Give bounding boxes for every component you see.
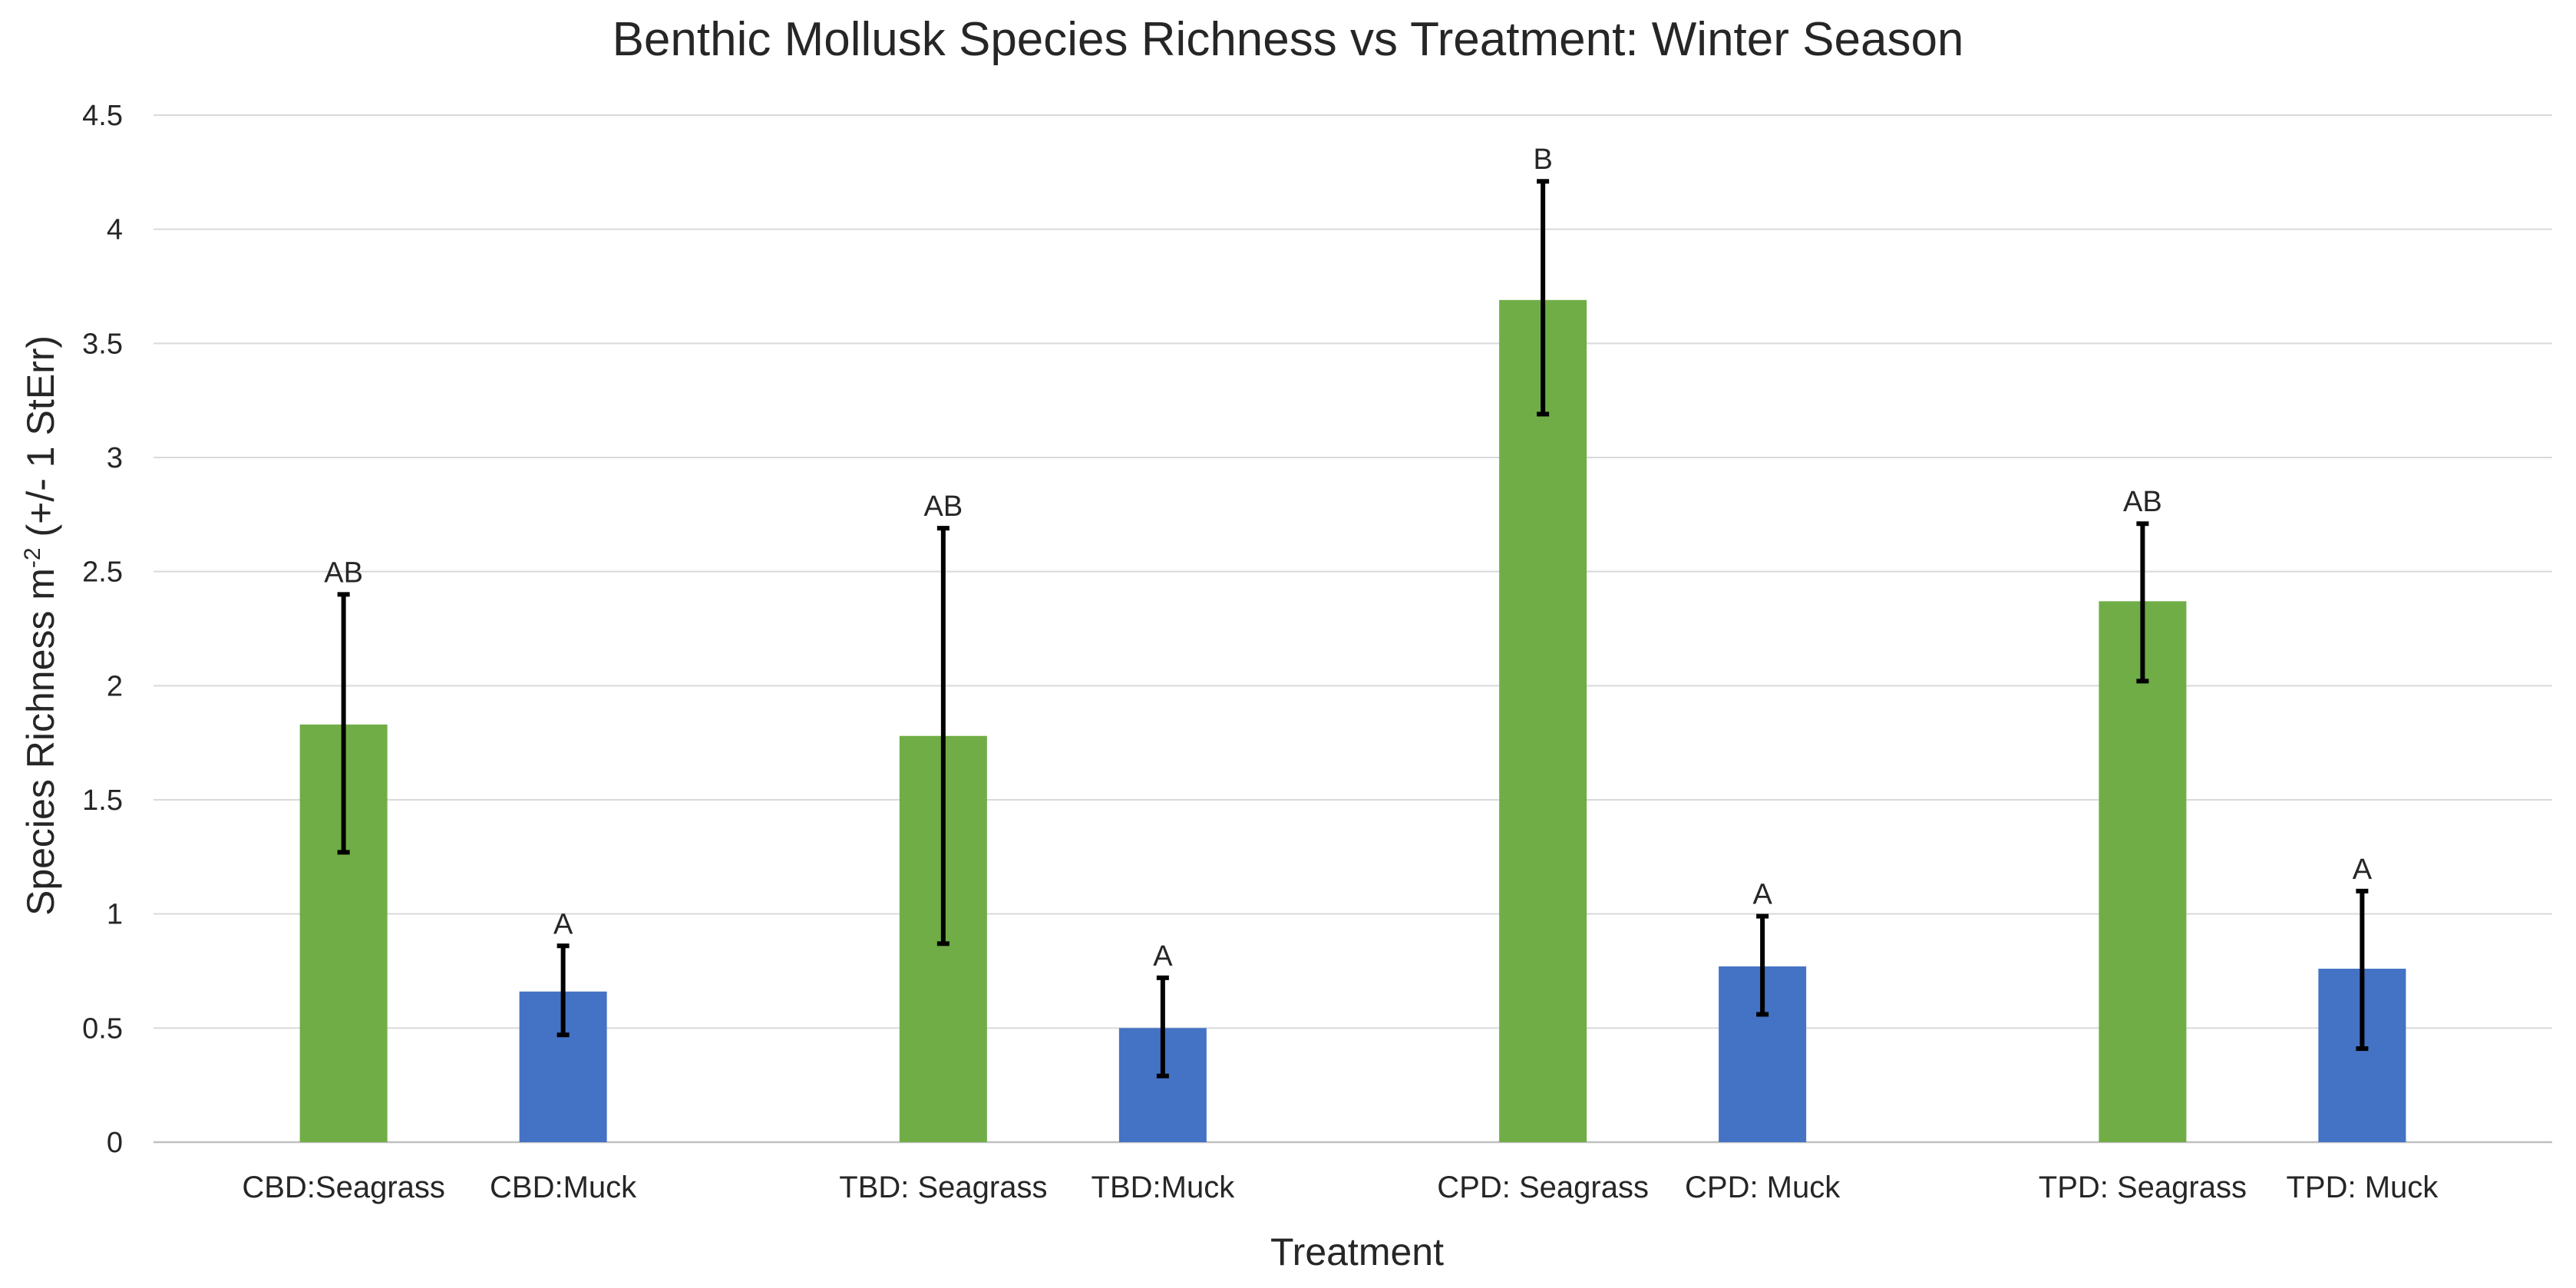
y-tick-label: 1.5	[82, 784, 123, 817]
x-tick-label: CPD: Seagrass	[1437, 1171, 1649, 1204]
error-bar	[1537, 179, 1550, 417]
gridlines	[154, 114, 2552, 1144]
chart-title: Benthic Mollusk Species Richness vs Trea…	[613, 13, 1964, 66]
error-bar	[2356, 888, 2369, 1052]
y-tick-label: 2	[107, 670, 123, 702]
y-axis-title-superscript: -2	[20, 547, 45, 568]
x-axis-title: Treatment	[1270, 1230, 1444, 1273]
x-tick-label: CBD:Seagrass	[242, 1171, 445, 1204]
bar-seagrass	[1499, 299, 1587, 1143]
y-tick-label: 2.5	[82, 556, 123, 589]
x-tick-label: TBD:Muck	[1091, 1171, 1236, 1204]
x-tick-label: TBD: Seagrass	[839, 1171, 1047, 1204]
y-tick-label: 1	[107, 899, 123, 931]
error-bar	[1756, 913, 1769, 1017]
significance-letter: B	[1533, 144, 1552, 176]
significance-letter: A	[2353, 854, 2373, 886]
y-tick-label: 3.5	[82, 328, 123, 360]
bar-seagrass	[2099, 601, 2187, 1142]
significance-letter: A	[1153, 940, 1173, 973]
y-axis-title-main: Species Richness m	[19, 568, 62, 916]
bars	[299, 299, 2406, 1143]
significance-letter: AB	[324, 556, 363, 589]
y-axis-title-suffix: (+/- 1 StErr)	[19, 335, 62, 547]
x-tick-label: TPD: Seagrass	[2039, 1171, 2247, 1204]
x-tick-label: CPD: Muck	[1685, 1171, 1841, 1204]
error-bar	[556, 943, 570, 1038]
error-bars	[337, 179, 2369, 1078]
significance-letter: AB	[2123, 486, 2162, 518]
error-bar	[2136, 521, 2149, 684]
significance-letter: A	[1752, 879, 1772, 911]
error-bar	[337, 592, 350, 855]
x-axis-labels: CBD:Seagrass CBD:Muck TBD: Seagrass TBD:Muc…	[242, 1171, 2439, 1204]
y-tick-label: 0	[107, 1127, 123, 1159]
y-tick-label: 4	[107, 214, 123, 246]
error-bar	[936, 526, 949, 946]
y-axis-ticks: 0 0.5 1 1.5 2 2.5 3 3.5 4 4.5	[82, 100, 123, 1159]
y-axis-title: Species Richness m-2 (+/- 1 StErr)	[19, 335, 62, 916]
y-tick-label: 3	[107, 442, 123, 474]
error-bar	[1156, 975, 1169, 1078]
x-tick-label: CBD:Muck	[490, 1171, 637, 1204]
y-tick-label: 4.5	[82, 100, 123, 132]
significance-letter: AB	[924, 490, 963, 523]
x-tick-label: TPD: Muck	[2286, 1171, 2439, 1204]
y-tick-label: 0.5	[82, 1012, 123, 1045]
significance-letter: A	[553, 908, 573, 940]
